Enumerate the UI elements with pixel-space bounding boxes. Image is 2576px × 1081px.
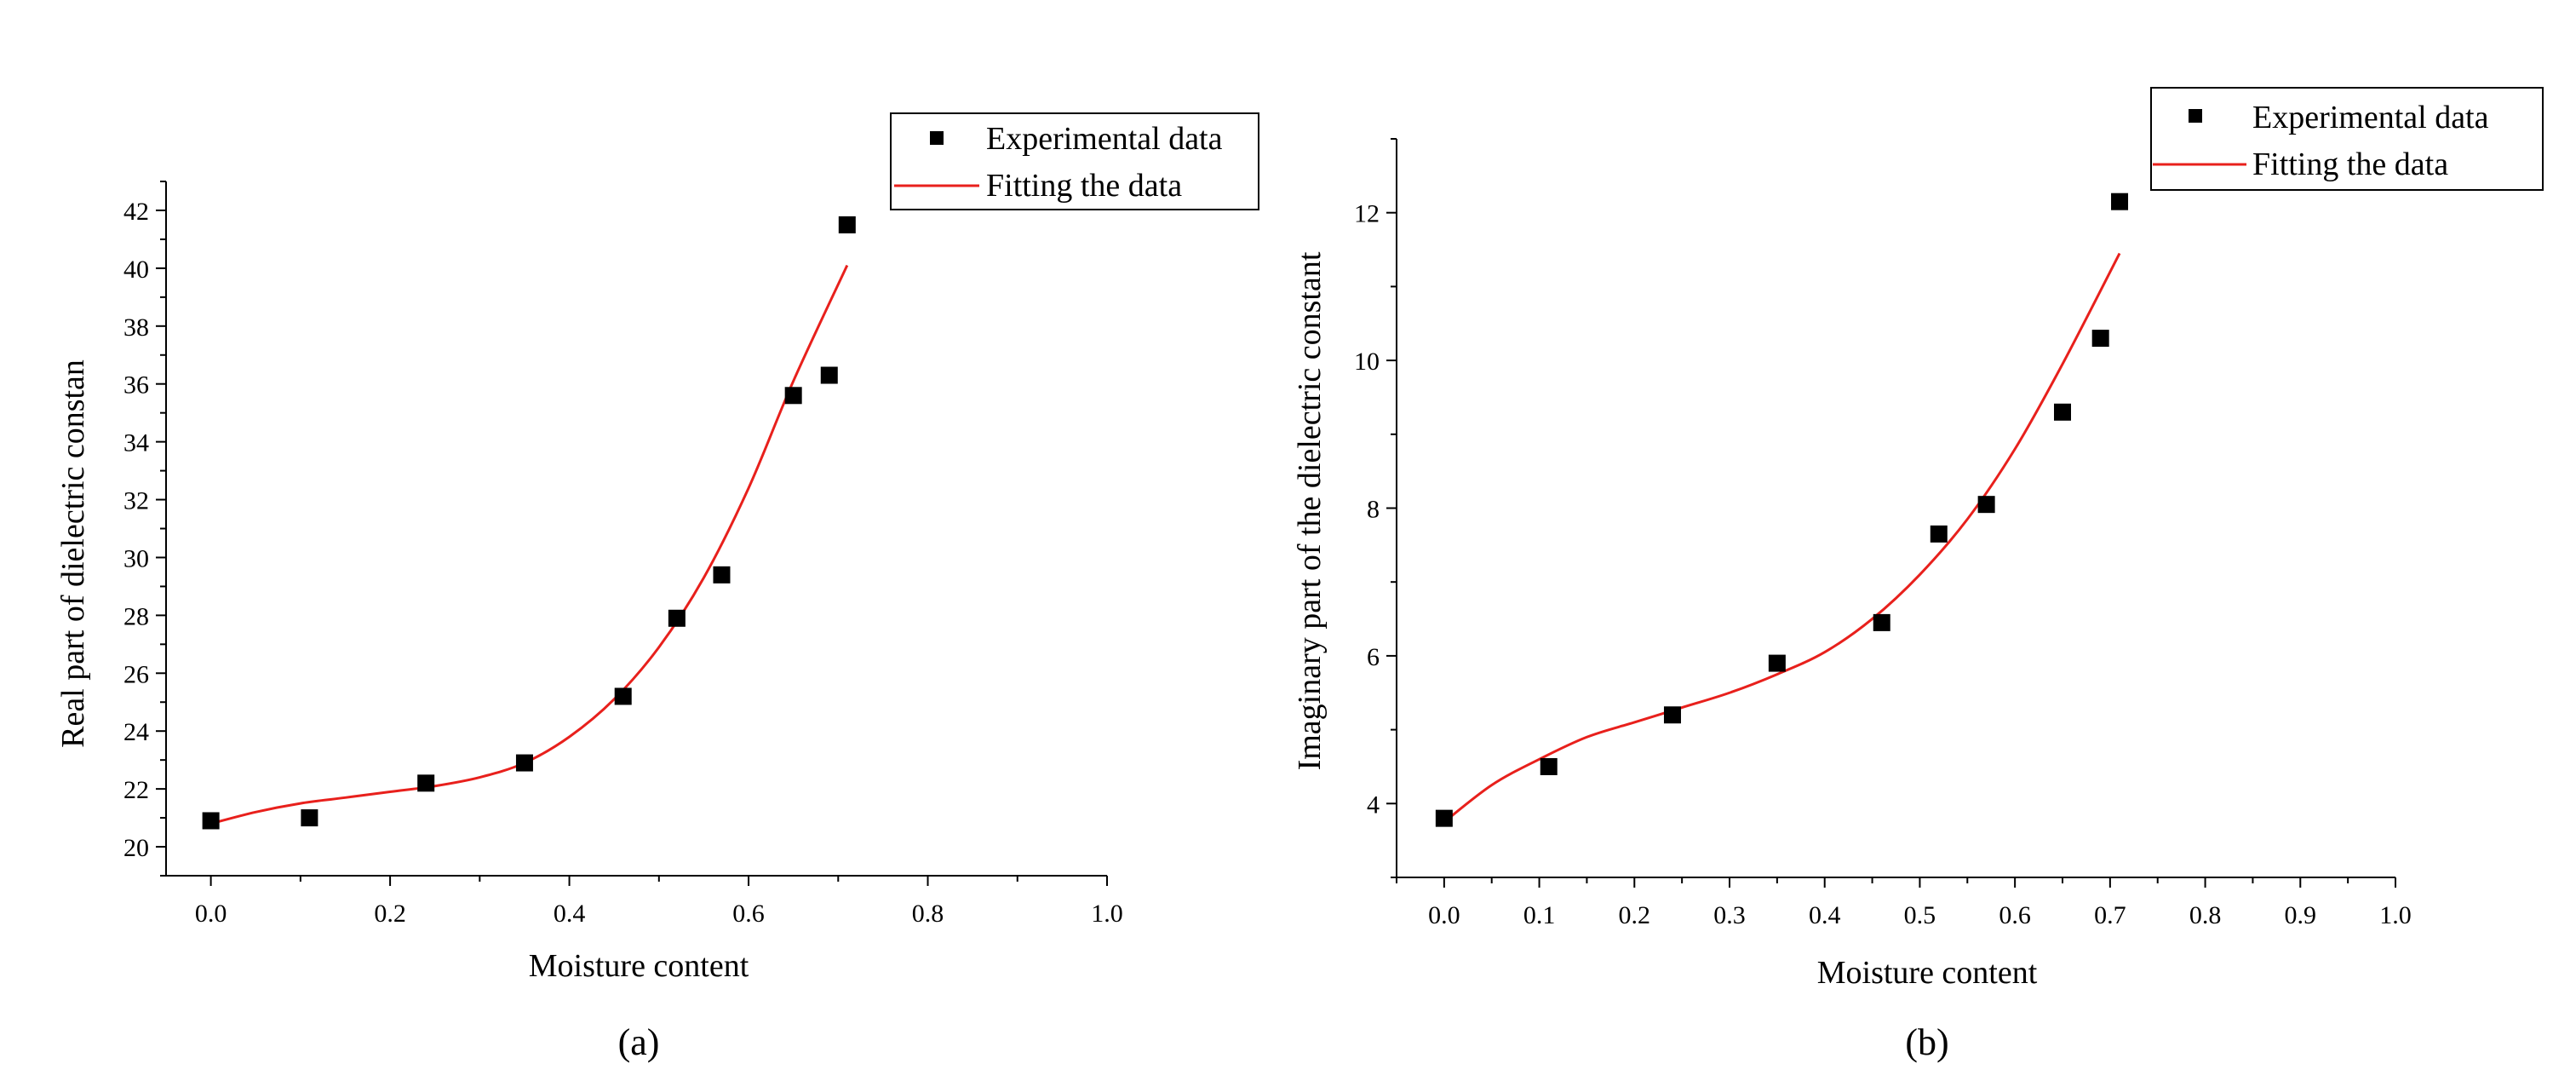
- data-point: [2091, 330, 2109, 348]
- y-tick-label: 20: [123, 834, 149, 862]
- y-tick-label: 28: [123, 602, 149, 630]
- chart-panel-b: 0.0 0.1 0.2 0.3 0.4 0.5 0.6 0.7 0.8 0.9 1.0 4 6 8 10 12…: [1292, 87, 2544, 1063]
- fit-line: [210, 264, 849, 825]
- panel-label: (b): [1905, 1021, 1948, 1063]
- x-tick-label: 0.0: [195, 900, 227, 928]
- x-axis-title: Moisture content: [1817, 955, 2038, 991]
- legend: Experimental data Fitting the data: [890, 112, 1259, 210]
- x-tick-label: 0.9: [2285, 901, 2317, 929]
- legend-label-experimental: Experimental data: [2252, 100, 2489, 135]
- y-tick-label: 24: [123, 718, 149, 746]
- y-tick-label: 36: [123, 371, 149, 400]
- y-tick-label: 4: [1367, 791, 1380, 819]
- x-tick-label: 0.3: [1713, 901, 1746, 929]
- x-tick-label: 0.4: [1809, 901, 1841, 929]
- y-tick-label: 38: [123, 313, 149, 342]
- legend-box: [2150, 87, 2544, 191]
- legend-label-experimental: Experimental data: [986, 121, 1223, 157]
- data-point: [614, 687, 632, 705]
- y-axis-title: Imaginary part of the dielectric constan…: [1292, 251, 1328, 770]
- legend-marker-icon: [930, 131, 944, 145]
- y-tick-label: 30: [123, 544, 149, 572]
- data-point: [784, 387, 802, 405]
- y-tick-label: 6: [1367, 643, 1380, 671]
- data-point: [713, 566, 731, 584]
- panel-label: (a): [618, 1021, 660, 1063]
- x-tick-label: 0.1: [1523, 901, 1556, 929]
- data-point: [668, 609, 686, 627]
- data-point: [1930, 525, 1948, 543]
- x-axis-title: Moisture content: [529, 948, 749, 984]
- x-tick-label: 0.8: [912, 900, 944, 928]
- x-tick-label: 0.7: [2094, 901, 2126, 929]
- data-point: [1768, 654, 1786, 672]
- data-point: [1435, 809, 1453, 827]
- legend-label-fitting: Fitting the data: [986, 168, 1182, 204]
- legend-label-fitting: Fitting the data: [2252, 147, 2448, 182]
- data-point: [301, 809, 318, 827]
- data-point: [1540, 757, 1558, 775]
- fit-line: [1443, 252, 2121, 824]
- x-tick-label: 0.2: [1619, 901, 1651, 929]
- x-tick-label: 1.0: [2379, 901, 2412, 929]
- legend: Experimental data Fitting the data: [2150, 87, 2544, 191]
- y-tick-label: 10: [1354, 348, 1380, 376]
- x-tick-label: 0.8: [2189, 901, 2222, 929]
- y-tick-label: 26: [123, 660, 149, 688]
- data-point: [1873, 613, 1890, 631]
- x-tick-label: 1.0: [1091, 900, 1123, 928]
- data-point: [2054, 403, 2071, 421]
- y-tick-label: 8: [1367, 496, 1380, 524]
- legend-box: [890, 112, 1259, 210]
- y-tick-label: 42: [123, 198, 149, 226]
- data-point: [417, 774, 435, 792]
- y-tick-label: 40: [123, 256, 149, 284]
- y-tick-label: 32: [123, 487, 149, 515]
- data-point: [202, 812, 220, 830]
- data-point: [838, 216, 856, 233]
- x-tick-label: 0.4: [554, 900, 586, 928]
- legend-marker-icon: [2189, 109, 2202, 123]
- data-point: [1977, 496, 1995, 514]
- data-point: [820, 366, 838, 384]
- y-tick-label: 34: [123, 429, 149, 457]
- data-point: [1663, 706, 1681, 724]
- chart-panel-a: 0.0 0.2 0.4 0.6 0.8 1.0 20 22 24 26 28 30 32 34 36 38 40…: [55, 112, 1259, 1063]
- data-point: [515, 754, 533, 772]
- x-tick-label: 0.5: [1904, 901, 1936, 929]
- y-axis-title: Real part of dielectric constan: [55, 359, 91, 748]
- data-point: [2111, 193, 2129, 210]
- x-tick-label: 0.6: [732, 900, 765, 928]
- x-tick-label: 0.0: [1428, 901, 1460, 929]
- y-tick-label: 22: [123, 776, 149, 804]
- x-tick-label: 0.6: [1999, 901, 2031, 929]
- y-tick-label: 12: [1354, 200, 1380, 228]
- x-tick-label: 0.2: [374, 900, 406, 928]
